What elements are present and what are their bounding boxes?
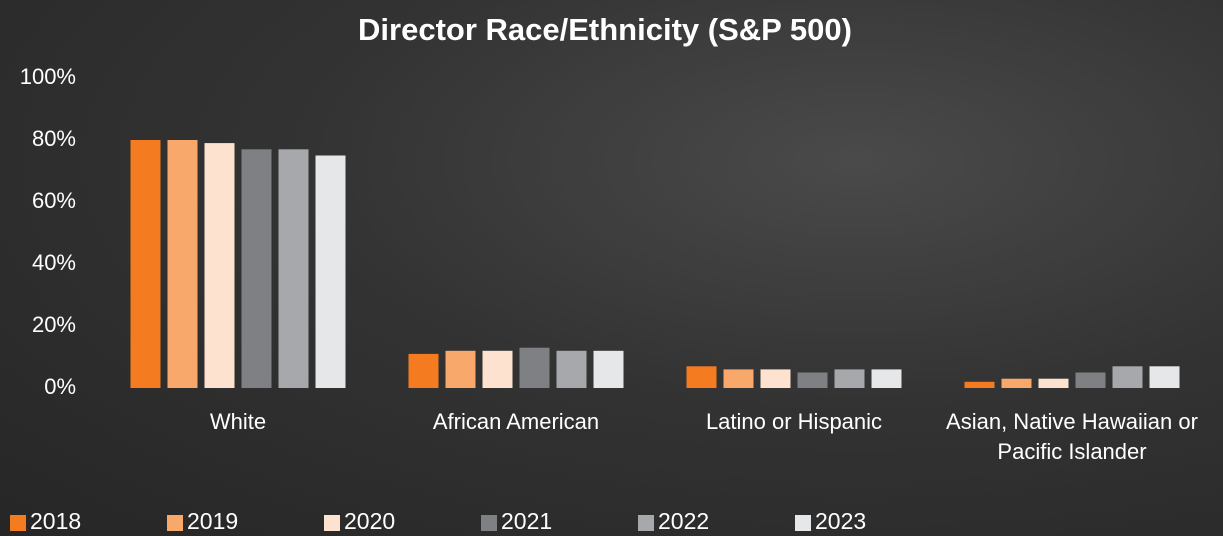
bar xyxy=(168,140,198,388)
bar xyxy=(131,140,161,388)
bar xyxy=(1002,379,1032,388)
bar xyxy=(1039,379,1069,388)
legend-swatch xyxy=(10,515,26,531)
bar xyxy=(520,348,550,388)
legend-swatch xyxy=(324,515,340,531)
legend-swatch xyxy=(481,515,497,531)
y-tick-label: 0% xyxy=(44,374,76,399)
bar xyxy=(279,149,309,388)
legend-label: 2018 xyxy=(30,508,81,534)
bar xyxy=(446,351,476,388)
bar xyxy=(1150,366,1180,388)
x-tick-label: White xyxy=(103,407,373,437)
legend-label: 2023 xyxy=(815,508,866,534)
legend-label: 2019 xyxy=(187,508,238,534)
bar xyxy=(316,156,346,389)
bar xyxy=(409,354,439,388)
bar xyxy=(483,351,513,388)
chart-page: {"chart_data": {"type": "bar", "title": … xyxy=(0,0,1223,536)
legend-label: 2021 xyxy=(501,508,552,534)
legend-label: 2022 xyxy=(658,508,709,534)
x-tick-label: African American xyxy=(381,407,651,437)
bar xyxy=(557,351,587,388)
y-tick-label: 40% xyxy=(32,250,76,275)
y-tick-label: 60% xyxy=(32,188,76,213)
x-tick-label: Asian, Native Hawaiian or Pacific Island… xyxy=(937,407,1207,467)
legend-label: 2020 xyxy=(344,508,395,534)
bar xyxy=(205,143,235,388)
bar xyxy=(687,366,717,388)
legend-swatch xyxy=(167,515,183,531)
bar xyxy=(965,382,995,388)
bar xyxy=(594,351,624,388)
bar xyxy=(724,369,754,388)
x-tick-label: Latino or Hispanic xyxy=(659,407,929,437)
bar xyxy=(798,373,828,389)
bar xyxy=(761,369,791,388)
y-tick-label: 80% xyxy=(32,126,76,151)
y-tick-label: 20% xyxy=(32,312,76,337)
bar xyxy=(242,149,272,388)
legend-swatch xyxy=(795,515,811,531)
chart-title: Director Race/Ethnicity (S&P 500) xyxy=(358,12,852,47)
bar xyxy=(1113,366,1143,388)
bar xyxy=(835,369,865,388)
bar xyxy=(872,369,902,388)
y-tick-label: 100% xyxy=(20,64,76,89)
legend-swatch xyxy=(638,515,654,531)
bar xyxy=(1076,373,1106,389)
